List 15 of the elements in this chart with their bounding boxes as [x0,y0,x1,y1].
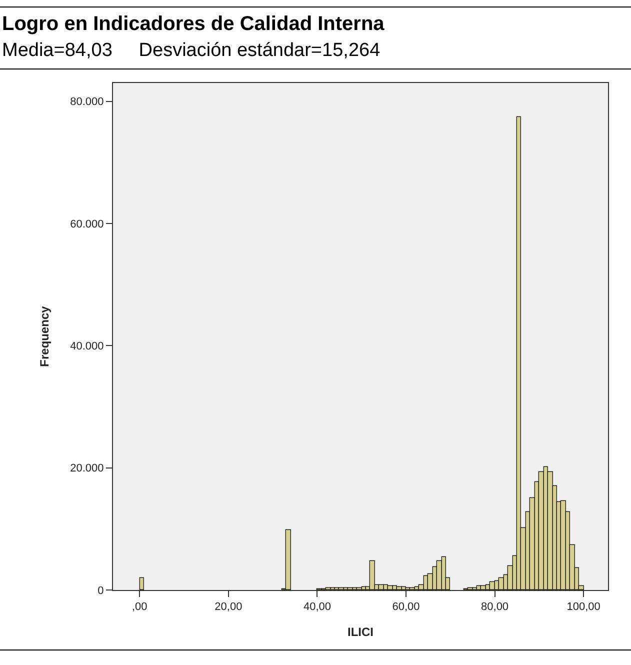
x-axis-title: ILICI [348,625,374,640]
x-tick-label: ,00 [132,601,148,614]
y-tick-label: 0 [98,584,104,597]
x-tick-label: 80,00 [481,601,509,614]
y-tick-label: 40.000 [70,340,104,353]
chart-subtitle: Media=84,03 Desviación estándar=15,264 [2,40,381,61]
y-axis-title: Frequency [37,306,52,367]
y-tick-label: 80.000 [70,96,104,108]
x-tick-label: 60,00 [392,601,420,614]
chart-title: Logro en Indicadores de Calidad Interna [2,13,386,35]
y-tick-label: 60.000 [70,218,104,230]
y-tick-label: 20.000 [70,462,104,475]
x-tick-label: 100,00 [566,601,600,614]
x-tick-label: 40,00 [303,601,331,614]
x-tick-label: 20,00 [214,601,242,614]
